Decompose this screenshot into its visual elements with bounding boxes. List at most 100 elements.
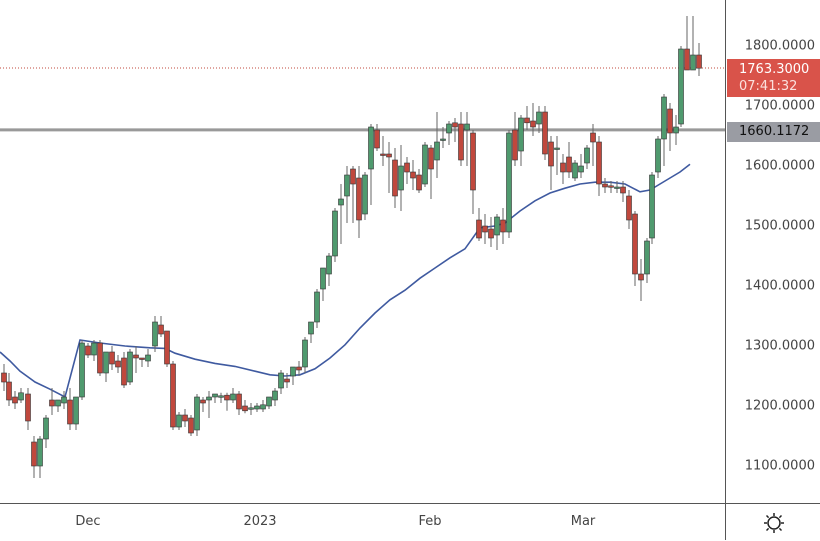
candle-body (458, 123, 464, 161)
candle-body (446, 123, 452, 134)
y-tick-label: 1300.0000 (744, 338, 815, 354)
candle-body (236, 393, 242, 410)
candle-body (374, 129, 380, 149)
candle-body (164, 330, 170, 365)
price-axis[interactable]: 1800.0000 1700.0000 1600.0000 1500.0000 1400… (725, 0, 820, 503)
candle-body (626, 195, 632, 221)
candle-body (49, 399, 55, 407)
candle-body (566, 156, 572, 173)
candle-body (673, 126, 679, 134)
candle-body (224, 394, 230, 401)
candle-body (145, 354, 151, 362)
candle-body (338, 198, 344, 206)
y-tick-label: 1200.0000 (744, 398, 815, 414)
candle-body (518, 117, 524, 152)
candle-body (260, 404, 266, 410)
candle-body (590, 132, 596, 143)
candle-body (410, 171, 416, 179)
candle-body (152, 321, 158, 347)
x-tick-label: Dec (75, 514, 101, 529)
candle-body (61, 396, 67, 404)
x-tick-label: Mar (570, 514, 596, 529)
candle-body (266, 396, 272, 407)
y-tick-label: 1800.0000 (744, 38, 815, 54)
x-tick-label: 2023 (243, 514, 277, 529)
last-price-value: 1763.3000 (739, 62, 810, 77)
candle-body (308, 321, 314, 335)
y-tick-label: 1700.0000 (744, 98, 815, 114)
candle-body (302, 339, 308, 368)
y-tick-label: 1100.0000 (744, 458, 815, 474)
chart-settings[interactable] (725, 503, 820, 540)
candle-body (242, 405, 248, 412)
y-tick-label: 1400.0000 (744, 278, 815, 294)
candle-body (644, 240, 650, 275)
candle-body (182, 414, 188, 422)
candle-body (103, 351, 109, 374)
candle-body (85, 345, 91, 356)
candle-body (12, 396, 18, 404)
candle-body (206, 396, 212, 401)
candle-body (139, 357, 145, 360)
candle-body (464, 123, 470, 131)
candle-body (284, 378, 290, 383)
candle-body (332, 210, 338, 257)
candle-body (482, 225, 488, 233)
candle-body (368, 126, 374, 170)
candle-body (176, 414, 182, 428)
bar-countdown: 07:41:32 (739, 79, 798, 94)
candle-body (230, 393, 236, 401)
candle-body (638, 273, 644, 281)
candle-body (326, 255, 332, 275)
candle-body (296, 366, 302, 371)
candle-body (667, 108, 673, 134)
candle-body (218, 395, 224, 398)
candle-body (170, 363, 176, 428)
candle-body (272, 390, 278, 401)
candle-body (690, 54, 696, 71)
candle-body (31, 441, 37, 467)
time-axis[interactable]: Dec 2023 Feb Mar (0, 503, 725, 541)
candle-body (649, 174, 655, 239)
candle-body (536, 111, 542, 125)
candle-body (494, 216, 500, 236)
candle-body (416, 174, 422, 191)
candle-body (254, 405, 260, 410)
candle-body (320, 267, 326, 290)
candle-body (278, 372, 284, 389)
candle-body (18, 392, 24, 401)
candle-body (290, 366, 296, 377)
candle-body (127, 351, 133, 383)
candle-body (109, 351, 115, 365)
candle-body (6, 381, 12, 401)
candle-body (194, 396, 200, 431)
horizontal-level-badge: 1660.1172 (727, 122, 820, 142)
y-tick-label: 1500.0000 (744, 218, 815, 234)
candle-body (380, 153, 386, 156)
candle-body (133, 354, 139, 359)
candle-body (121, 357, 127, 386)
candle-body (386, 153, 392, 158)
gear-icon[interactable] (763, 512, 785, 534)
candle-body (661, 96, 667, 140)
candle-body (356, 177, 362, 221)
chart-plot-area[interactable] (0, 0, 725, 503)
moving-average-line (0, 163, 691, 399)
candle-body (67, 399, 73, 425)
candle-body (452, 122, 458, 128)
candle-body (512, 129, 518, 161)
candle-body (434, 141, 440, 161)
candle-body (97, 342, 103, 374)
candle-body (248, 407, 254, 410)
candle-body (79, 342, 85, 398)
candle-body (200, 399, 206, 404)
candle-body (608, 185, 614, 188)
candle-body (488, 228, 494, 239)
candle-body (362, 174, 368, 215)
candle-body (392, 159, 398, 197)
candle-body (115, 360, 121, 368)
candle-body (37, 438, 43, 467)
candle-body (632, 213, 638, 275)
last-price-badge: 1763.3000 07:41:32 (727, 59, 820, 97)
candle-body (620, 186, 626, 194)
